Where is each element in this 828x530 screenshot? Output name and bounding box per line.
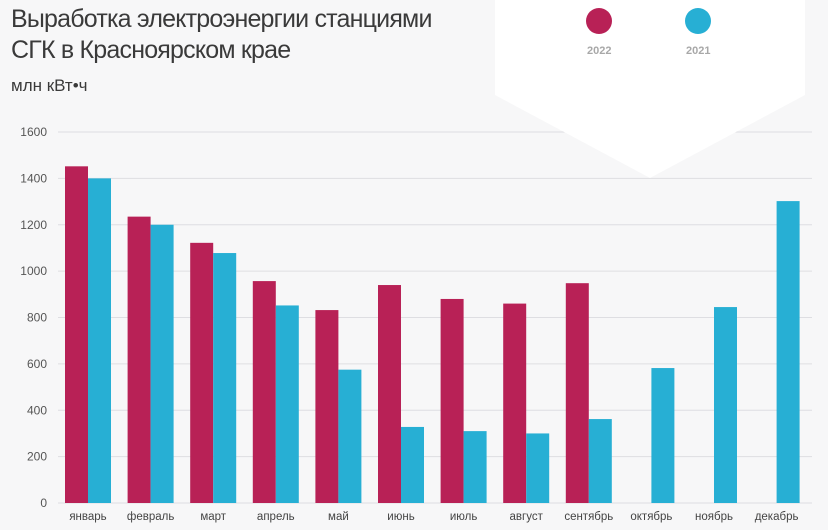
y-axis: 0 200 400 600 800 1000 1200 1400 1600 (20, 125, 47, 510)
legend: 2022 2021 (495, 0, 805, 178)
x-tick-label: июнь (387, 511, 414, 523)
y-tick-label: 1600 (20, 125, 47, 139)
bar-2021-февраль (150, 224, 174, 503)
x-tick-label: ноябрь (695, 511, 733, 523)
bar-2021-июнь (401, 426, 424, 503)
bar-2022-февраль (127, 216, 151, 503)
bar-2022-март (190, 242, 214, 503)
y-tick-label: 1400 (20, 171, 47, 185)
y-tick-label: 0 (40, 496, 47, 510)
bar-2022-январь (65, 166, 88, 503)
y-tick-label: 400 (27, 403, 47, 417)
x-tick-label: январь (69, 511, 106, 523)
y-tick-label: 200 (27, 450, 47, 464)
bar-2021-август (526, 433, 550, 503)
y-tick-label: 1200 (20, 218, 47, 232)
bar-2021-ноябрь (714, 307, 737, 503)
x-tick-label: май (328, 511, 349, 523)
x-tick-label: апрель (257, 511, 295, 523)
bar-2022-апрель (252, 281, 276, 503)
bar-2022-сентябрь (565, 283, 589, 503)
y-tick-label: 600 (27, 357, 47, 371)
x-axis: январь февраль март апрель май июнь июль август… (69, 511, 798, 523)
bar-2021-октябрь (651, 368, 675, 503)
grid-lines (58, 131, 812, 504)
x-tick-label: март (200, 511, 226, 523)
bar-2022-июнь (378, 285, 401, 503)
bar-2021-декабрь (776, 201, 800, 503)
x-tick-label: декабрь (755, 511, 799, 523)
bars (65, 166, 800, 503)
legend-label-2022: 2022 (587, 45, 612, 57)
bar-2022-август (503, 303, 527, 503)
bar-2021-сентябрь (588, 419, 612, 503)
y-tick-label: 800 (27, 311, 47, 325)
chart-title: Выработка электроэнергии станциями СГК в… (11, 5, 432, 64)
legend-dot-2022 (586, 8, 612, 34)
bar-2022-май (315, 310, 339, 503)
x-tick-label: июль (450, 511, 478, 523)
y-tick-label: 1000 (20, 264, 47, 278)
bar-2021-май (338, 369, 362, 503)
legend-dot-2021 (685, 8, 711, 34)
bar-2022-июль (440, 298, 464, 503)
bar-2021-апрель (275, 305, 299, 503)
bar-2021-март (213, 253, 237, 503)
x-tick-label: август (510, 511, 544, 523)
y-axis-unit: млн кВт•ч (11, 76, 88, 95)
legend-label-2021: 2021 (686, 45, 711, 57)
x-tick-label: сентябрь (564, 511, 613, 523)
legend-card-shape (495, 0, 805, 178)
x-tick-label: октябрь (630, 511, 672, 523)
bar-2021-июль (463, 431, 487, 503)
bar-2021-январь (88, 178, 111, 503)
x-tick-label: февраль (127, 511, 174, 523)
